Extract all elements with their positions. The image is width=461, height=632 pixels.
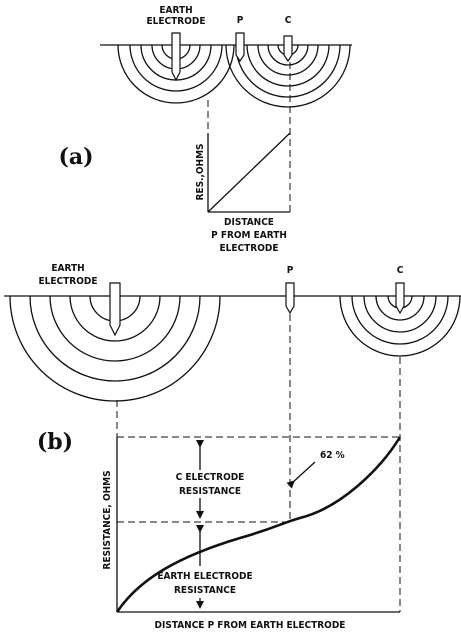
- p-electrode: [235, 32, 245, 63]
- y-axis-label: RESISTANCE, OHMS: [102, 470, 113, 569]
- earth-electrode: [171, 32, 181, 82]
- x-axis-label: P FROM EARTH: [211, 230, 287, 241]
- equipotential-arc: [129, 44, 223, 92]
- equipotential-arc: [351, 295, 449, 345]
- percent-label: 62 %: [320, 450, 345, 461]
- earth-label: ELECTRODE: [147, 16, 206, 27]
- equipotential-arc: [257, 44, 319, 76]
- earth-label: EARTH: [51, 263, 84, 274]
- x-axis-label: ELECTRODE: [220, 243, 279, 254]
- p-label: P: [237, 15, 244, 26]
- p-label: P: [287, 265, 294, 276]
- c-resistance-label: RESISTANCE: [179, 486, 241, 497]
- earth-label: ELECTRODE: [39, 276, 98, 287]
- equipotential-arc: [117, 44, 235, 104]
- equipotential-arc: [235, 44, 341, 98]
- c-resistance-label: C ELECTRODE: [176, 472, 245, 483]
- p-electrode: [285, 282, 295, 315]
- earth-label: EARTH: [159, 5, 192, 16]
- equipotential-arc: [9, 295, 221, 402]
- equipotential-arc: [267, 44, 309, 66]
- resistance-line: [207, 132, 291, 213]
- resistance-curve: [115, 436, 402, 613]
- panel-label: (b): [37, 429, 73, 455]
- earth-electrode: [109, 282, 121, 337]
- panel-label: (a): [58, 144, 93, 170]
- equipotential-arc: [363, 295, 437, 333]
- c-label: C: [397, 265, 404, 276]
- c-label: C: [285, 15, 292, 26]
- earth-resistance-label: RESISTANCE: [174, 585, 236, 596]
- equipotential-arc: [49, 295, 181, 362]
- equipotential-circles: [9, 44, 461, 402]
- c-electrode: [283, 35, 293, 63]
- equipotential-arc: [69, 295, 161, 342]
- earth-resistance-label: EARTH ELECTRODE: [157, 571, 252, 582]
- equipotential-arc: [225, 44, 351, 108]
- x-axis-label: DISTANCE P FROM EARTH ELECTRODE: [155, 620, 346, 631]
- c-electrode: [395, 282, 405, 315]
- equipotential-arc: [246, 44, 330, 87]
- x-axis-label: DISTANCE: [224, 217, 274, 228]
- equipotential-arc: [375, 295, 425, 321]
- equipotential-arc: [29, 295, 201, 382]
- y-axis-label: RES.,OHMS: [195, 143, 206, 200]
- leader-line: [286, 461, 316, 489]
- equipotential-arc: [339, 295, 461, 357]
